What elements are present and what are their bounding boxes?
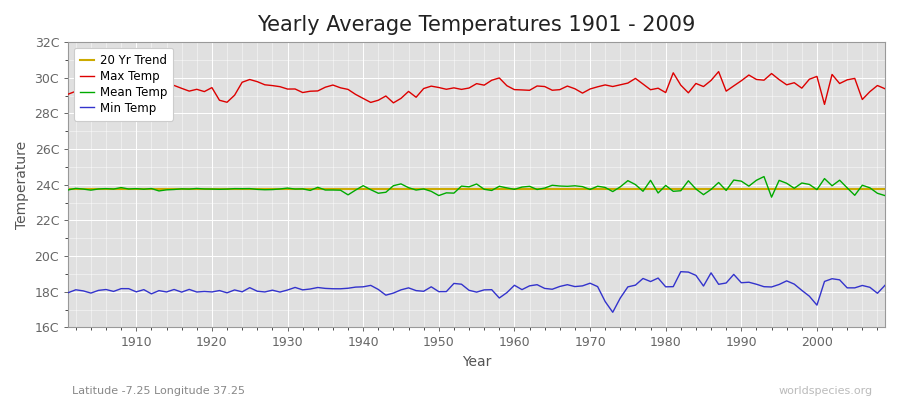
Min Temp (599, 299, 610, 304)
Y-axis label: Temperature: Temperature (15, 141, 29, 229)
Min Temp (63, 290, 74, 295)
Mean Temp (501, 186, 512, 190)
Min Temp (879, 283, 890, 288)
20 Yr Trend (879, 187, 890, 192)
Line: Max Temp: Max Temp (68, 72, 885, 104)
Text: worldspecies.org: worldspecies.org (778, 386, 873, 396)
Mean Temp (335, 188, 346, 192)
Line: Min Temp: Min Temp (68, 272, 885, 312)
Max Temp (509, 87, 520, 92)
Max Temp (63, 92, 74, 96)
X-axis label: Year: Year (462, 355, 491, 369)
Mean Temp (509, 187, 520, 192)
Mean Temp (766, 195, 777, 200)
Mean Temp (759, 174, 769, 179)
Min Temp (123, 286, 134, 291)
20 Yr Trend (501, 187, 512, 192)
Mean Temp (63, 188, 74, 192)
Max Temp (879, 86, 890, 91)
20 Yr Trend (290, 187, 301, 192)
Max Temp (819, 102, 830, 107)
20 Yr Trend (335, 187, 346, 192)
Mean Temp (599, 185, 610, 190)
20 Yr Trend (123, 187, 134, 192)
Mean Temp (123, 187, 134, 192)
Line: Mean Temp: Mean Temp (68, 176, 885, 197)
Min Temp (335, 286, 346, 291)
20 Yr Trend (599, 187, 610, 192)
20 Yr Trend (509, 187, 520, 192)
Min Temp (290, 285, 301, 290)
Legend: 20 Yr Trend, Max Temp, Mean Temp, Min Temp: 20 Yr Trend, Max Temp, Mean Temp, Min Te… (74, 48, 174, 121)
Max Temp (501, 83, 512, 88)
Title: Yearly Average Temperatures 1901 - 2009: Yearly Average Temperatures 1901 - 2009 (257, 15, 696, 35)
Mean Temp (879, 193, 890, 198)
Min Temp (501, 290, 512, 295)
20 Yr Trend (63, 187, 74, 192)
Text: Latitude -7.25 Longitude 37.25: Latitude -7.25 Longitude 37.25 (72, 386, 245, 396)
Max Temp (713, 69, 724, 74)
Min Temp (608, 310, 618, 315)
Mean Temp (290, 187, 301, 192)
Min Temp (509, 283, 520, 288)
Max Temp (290, 86, 301, 91)
Min Temp (675, 269, 686, 274)
Max Temp (599, 82, 610, 87)
Max Temp (335, 86, 346, 90)
Max Temp (123, 89, 134, 94)
